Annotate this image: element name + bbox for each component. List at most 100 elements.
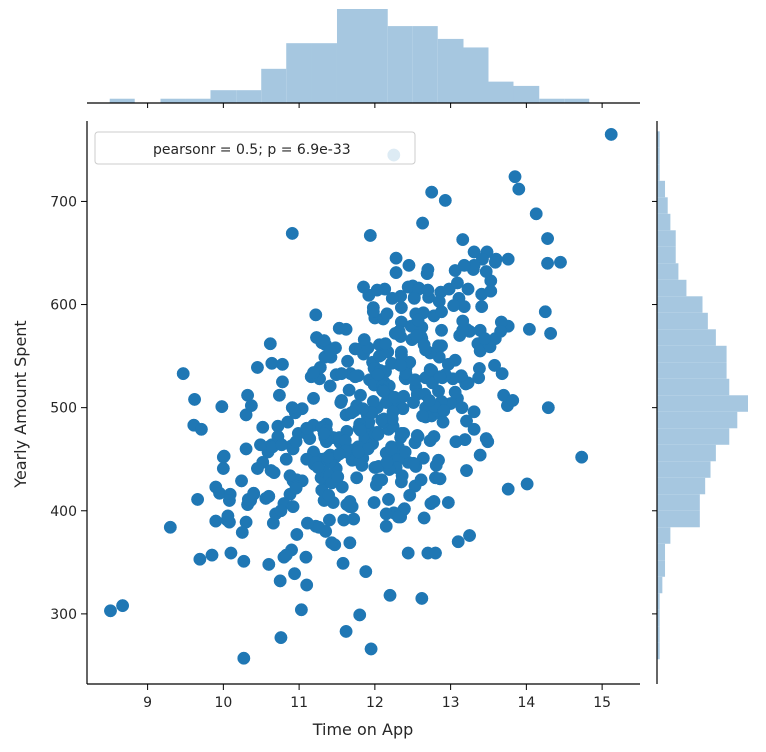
- scatter-point: [385, 442, 398, 456]
- scatter-point: [472, 371, 486, 385]
- x-hist-bar: [488, 81, 514, 103]
- y-tick-label: 300: [50, 607, 77, 623]
- y-hist-bar: [657, 147, 660, 165]
- scatter-point: [544, 326, 558, 340]
- y-tick-label: 700: [50, 194, 77, 210]
- scatter-point: [343, 536, 357, 550]
- x-hist-bar: [185, 98, 211, 103]
- scatter-point: [283, 469, 297, 483]
- x-hist-bar: [261, 68, 287, 103]
- scatter-point: [433, 472, 447, 486]
- scatter-points: [104, 127, 618, 665]
- scatter-point: [221, 509, 235, 523]
- scatter-point: [193, 552, 207, 566]
- scatter-point: [264, 464, 278, 478]
- scatter-point: [307, 391, 320, 405]
- scatter-point: [383, 588, 397, 602]
- scatter-point: [348, 370, 362, 384]
- scatter-point: [394, 426, 408, 440]
- x-hist-bar: [539, 98, 565, 103]
- scatter-point: [488, 358, 502, 372]
- scatter-point: [435, 323, 448, 337]
- y-hist-bar: [657, 642, 660, 660]
- scatter-point: [541, 401, 555, 415]
- y-hist-bar: [657, 296, 703, 313]
- scatter-point: [382, 492, 395, 506]
- scatter-point: [265, 356, 279, 370]
- scatter-point: [256, 420, 270, 434]
- scatter-point: [379, 507, 393, 521]
- scatter-point: [432, 339, 445, 353]
- scatter-point: [401, 546, 415, 560]
- y-hist-bar: [657, 510, 700, 528]
- scatter-point: [448, 385, 462, 399]
- x-marginal-histogram: [109, 9, 590, 104]
- scatter-point: [274, 504, 288, 518]
- scatter-point: [341, 354, 355, 368]
- scatter-point: [541, 232, 555, 245]
- x-hist-bar: [311, 43, 337, 103]
- scatter-point: [538, 305, 552, 319]
- scatter-point: [522, 322, 536, 336]
- scatter-point: [224, 546, 238, 560]
- scatter-point: [371, 368, 385, 382]
- y-hist-bar: [657, 527, 671, 544]
- scatter-point: [321, 450, 335, 464]
- y-hist-bar: [657, 279, 687, 297]
- scatter-point: [323, 379, 337, 393]
- scatter-point: [421, 283, 435, 297]
- scatter-point: [323, 344, 337, 358]
- scatter-point: [488, 255, 502, 269]
- scatter-point: [273, 574, 287, 588]
- x-hist-bar: [387, 26, 413, 103]
- scatter-point: [299, 550, 313, 564]
- scatter-point: [366, 395, 380, 408]
- scatter-point: [376, 384, 390, 398]
- scatter-point: [325, 536, 339, 550]
- scatter-point: [275, 375, 289, 389]
- scatter-point: [163, 520, 177, 534]
- y-hist-bar: [657, 543, 666, 561]
- scatter-point: [414, 473, 428, 487]
- scatter-point: [575, 450, 589, 464]
- x-tick-label: 9: [143, 695, 152, 711]
- x-hist-bar: [361, 9, 388, 103]
- scatter-point: [250, 360, 264, 374]
- scatter-point: [357, 333, 371, 347]
- scatter-point: [286, 500, 300, 514]
- y-hist-bar: [657, 395, 748, 412]
- scatter-point: [479, 432, 493, 446]
- scatter-point: [460, 464, 473, 478]
- scatter-point: [263, 337, 277, 351]
- scatter-point: [344, 406, 358, 420]
- scatter-point: [385, 291, 399, 305]
- scatter-point: [417, 338, 431, 352]
- scatter-point: [288, 567, 302, 581]
- scatter-point: [467, 245, 481, 259]
- scatter-point: [322, 488, 336, 502]
- scatter-point: [411, 430, 425, 443]
- scatter-point: [262, 489, 276, 503]
- scatter-point: [520, 477, 534, 491]
- x-axis-ticks: 9 10 11 12 13 14 15: [143, 684, 611, 711]
- scatter-point: [350, 471, 364, 485]
- scatter-point: [456, 233, 470, 247]
- scatter-point: [397, 389, 411, 403]
- x-tick-label: 14: [517, 695, 535, 711]
- y-hist-bar: [657, 230, 676, 247]
- scatter-point: [354, 423, 367, 437]
- scatter-point: [389, 266, 403, 280]
- scatter-point: [467, 422, 481, 436]
- scatter-point: [357, 280, 370, 294]
- scatter-point: [317, 426, 331, 440]
- x-hist-bar: [210, 90, 237, 103]
- scatter-point: [370, 283, 384, 297]
- scatter-point: [379, 519, 393, 533]
- scatter-point: [335, 367, 348, 381]
- scatter-point: [512, 182, 526, 196]
- scatter-point: [104, 604, 117, 618]
- legend-text: pearsonr = 0.5; p = 6.9e-33: [153, 142, 351, 158]
- y-hist-bar: [657, 164, 660, 181]
- x-hist-bar: [109, 98, 135, 103]
- scatter-point: [272, 388, 286, 402]
